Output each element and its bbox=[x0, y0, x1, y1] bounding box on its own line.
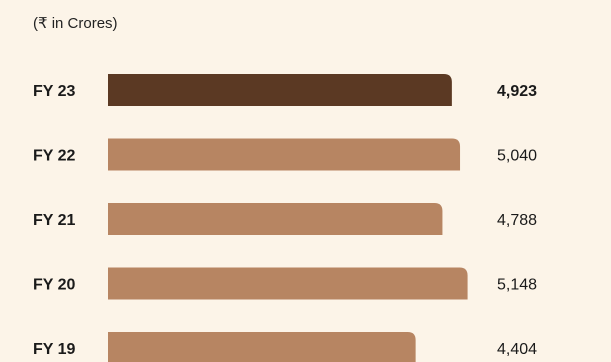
value-label: 4,404 bbox=[497, 341, 537, 358]
bar-fy-20 bbox=[108, 267, 468, 300]
value-label: 5,040 bbox=[497, 148, 537, 165]
category-label: FY 20 bbox=[33, 277, 76, 294]
category-label: FY 22 bbox=[33, 148, 76, 165]
value-label: 4,788 bbox=[497, 212, 537, 229]
category-label: FY 23 bbox=[33, 83, 76, 100]
unit-note: (₹ in Crores) bbox=[33, 15, 118, 32]
bar-fy-19 bbox=[108, 332, 416, 362]
bar-fy-22 bbox=[108, 138, 461, 171]
value-label: 5,148 bbox=[497, 277, 537, 294]
bar-fy-21 bbox=[108, 203, 443, 235]
bar-fy-23 bbox=[108, 74, 452, 106]
value-label: 4,923 bbox=[497, 83, 537, 100]
category-label: FY 21 bbox=[33, 212, 76, 229]
category-label: FY 19 bbox=[33, 341, 76, 358]
